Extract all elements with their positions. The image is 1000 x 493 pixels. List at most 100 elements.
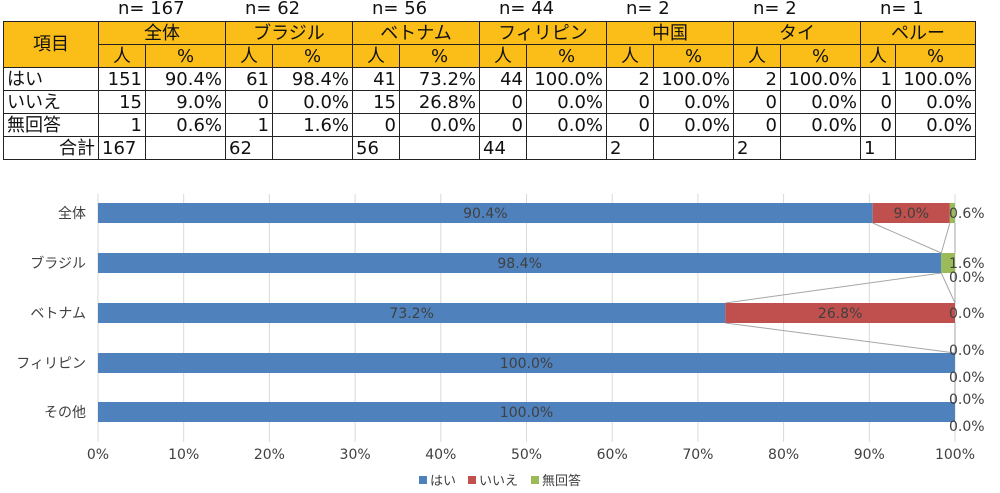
data-label: 0.0% [949, 419, 985, 435]
sample-size-label: n= 2 [753, 0, 797, 19]
group-header: タイ [733, 21, 861, 45]
total-empty-cell [145, 136, 226, 160]
table-cell: 0 [606, 90, 654, 114]
table-header-row: 項目 全体 ブラジル ベトナム フィリピン 中国 タイ ペルー [3, 21, 976, 68]
data-label: 0.0% [949, 370, 985, 386]
table-cell: 0.0% [399, 113, 480, 137]
table-row: いいえ 15 9.0% 0 0.0% 15 26.8% 0 0.0% 0 0.0% 0 0.0% 0 0.0… [3, 90, 976, 114]
table-cell: 100.0% [780, 67, 861, 91]
table-cell: 0.0% [526, 90, 607, 114]
total-empty-cell [895, 136, 976, 160]
survey-table: 項目 全体 ブラジル ベトナム フィリピン 中国 タイ ペルー人% 人% 人% 人% 人% 人% 人% はい… [3, 21, 976, 160]
percent-subheader: % [145, 44, 226, 68]
legend-label: いいえ [479, 474, 518, 489]
table-cell: 15 [352, 90, 400, 114]
stacked-bar-chart: 90.4% 9.0% 0.6%98.4%0.0%1.6%73.2% 26.8% 0.0%… [16, 194, 985, 489]
total-count: 44 [479, 136, 527, 160]
table-row: はい 151 90.4% 61 98.4% 41 73.2% 44 100.0% 2 100.0% 2… [3, 67, 976, 91]
table-cell: 0 [479, 90, 527, 114]
legend-swatch [531, 476, 539, 484]
group-header: 全体 [98, 21, 226, 45]
x-tick-label: 80% [768, 447, 799, 463]
percent-subheader: % [895, 44, 976, 68]
series-line [725, 322, 956, 354]
group-header: ペルー [860, 21, 976, 45]
table-cell: 2 [606, 67, 654, 91]
table-cell: 0.0% [653, 90, 734, 114]
data-label: 98.4% [497, 256, 541, 272]
table-cell: 100.0% [653, 67, 734, 91]
x-tick-label: 90% [854, 447, 885, 463]
table-cell: 0.0% [526, 113, 607, 137]
sample-size-label: n= 1 [880, 0, 924, 19]
person-subheader: 人 [479, 44, 527, 68]
total-row: 合計 167 62 56 44 2 2 1 [3, 136, 976, 160]
table-cell: 1 [98, 113, 146, 137]
legend: はい いいえ 無回答 [419, 473, 581, 489]
bar-segment [98, 303, 726, 323]
category-label: ブラジル [30, 255, 86, 272]
table-cell: 0 [352, 113, 400, 137]
bars [98, 203, 955, 422]
table-cell: 73.2% [399, 67, 480, 91]
person-subheader: 人 [98, 44, 146, 68]
total-count: 1 [860, 136, 896, 160]
x-tick-label: 30% [340, 447, 371, 463]
item-header: 項目 [3, 21, 99, 68]
row-label: いいえ [3, 90, 99, 114]
table-cell: 0 [479, 113, 527, 137]
table-cell: 0 [225, 90, 273, 114]
table-cell: 0.0% [780, 90, 861, 114]
legend-swatch [468, 476, 476, 484]
table-cell: 1 [860, 67, 896, 91]
total-count: 62 [225, 136, 273, 160]
series-line [725, 272, 942, 304]
data-label: 0.0% [949, 270, 985, 286]
data-label: 100.0% [500, 405, 553, 421]
data-label: 100.0% [500, 356, 553, 372]
row-label: 無回答 [3, 113, 99, 137]
x-tick-label: 50% [511, 447, 542, 463]
data-label: 1.6% [949, 256, 985, 272]
table-cell: 98.4% [272, 67, 353, 91]
total-empty-cell [653, 136, 734, 160]
table-cell: 26.8% [399, 90, 480, 114]
data-label: 0.0% [949, 343, 985, 359]
table-cell: 0 [860, 90, 896, 114]
table-cell: 100.0% [895, 67, 976, 91]
table-cell: 0.0% [653, 113, 734, 137]
percent-subheader: % [399, 44, 480, 68]
bar-segment [98, 203, 873, 223]
table-cell: 41 [352, 67, 400, 91]
bar-segment [98, 253, 942, 273]
bar-segment [98, 353, 955, 373]
total-empty-cell [399, 136, 480, 160]
table-cell: 15 [98, 90, 146, 114]
person-subheader: 人 [352, 44, 400, 68]
total-count: 2 [606, 136, 654, 160]
percent-subheader: % [272, 44, 353, 68]
category-label: フィリピン [16, 356, 86, 372]
table-cell: 0.6% [145, 113, 226, 137]
sample-size-label: n= 56 [372, 0, 428, 19]
person-subheader: 人 [733, 44, 781, 68]
data-label: 0.6% [949, 206, 985, 222]
series-lines [725, 222, 956, 402]
table-cell: 9.0% [145, 90, 226, 114]
total-count: 167 [98, 136, 146, 160]
table-cell: 44 [479, 67, 527, 91]
bar-segment [949, 203, 955, 223]
table-cell: 0 [860, 113, 896, 137]
row-label: はい [3, 67, 99, 91]
percent-subheader: % [653, 44, 734, 68]
sample-size-label: n= 62 [245, 0, 301, 19]
table-cell: 0.0% [895, 113, 976, 137]
group-header: ブラジル [225, 21, 353, 45]
series-line [940, 272, 956, 304]
table-cell: 61 [225, 67, 273, 91]
x-tick-label: 100% [935, 447, 975, 463]
bar-segment [872, 203, 950, 223]
total-count: 56 [352, 136, 400, 160]
table-cell: 0 [733, 90, 781, 114]
category-label: ベトナム [30, 306, 86, 322]
